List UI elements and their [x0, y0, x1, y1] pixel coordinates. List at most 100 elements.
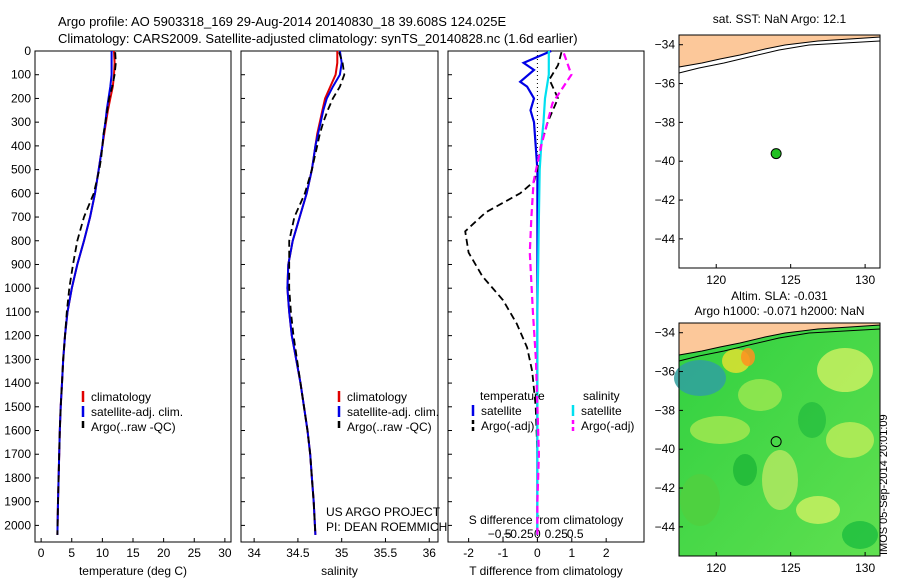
sla-map-lon-tick-label: 120: [706, 561, 726, 575]
figure-title-line2: Climatology: CARS2009. Satellite-adjuste…: [58, 31, 578, 46]
sla-anomaly-patch: [798, 402, 826, 438]
depth-tick-label: 0: [24, 44, 31, 58]
temperature-tick-label: 20: [157, 546, 171, 560]
sal-diff-tick-label: 0.25: [545, 527, 569, 541]
depth-tick-label: 2000: [4, 518, 31, 532]
temp-diff-axis-label: T difference from climatology: [469, 564, 623, 578]
salinity-series-satellite: [286, 50, 343, 535]
salinity-tick-label: 35.5: [374, 546, 398, 560]
depth-tick-label: 100: [11, 68, 31, 82]
sst-map-title: sat. SST: NaN Argo: 12.1: [713, 12, 847, 26]
temp-diff-tick-label: -1: [498, 546, 509, 560]
salinity-axes-frame: [240, 50, 439, 543]
difference-axes-frame: [447, 50, 645, 543]
sal-diff-tick-label: −0.5: [488, 527, 512, 541]
salinity-legend-1: satellite-adj. clim.: [347, 405, 439, 419]
sal-diff-tick-label: 0.5: [567, 527, 584, 541]
depth-tick-label: 1500: [4, 400, 31, 414]
temperature-tick-label: 10: [96, 546, 110, 560]
depth-tick-label: 1000: [4, 281, 31, 295]
depth-tick-label: 900: [11, 257, 31, 271]
depth-tick-label: 200: [11, 91, 31, 105]
depth-tick-label: 1800: [4, 471, 31, 485]
depth-tick-label: 1900: [4, 495, 31, 509]
temp-diff-tick-label: 2: [603, 546, 610, 560]
temperature-legend-0: climatology: [91, 390, 151, 404]
sla-anomaly-patch: [741, 348, 755, 366]
depth-tick-label: 500: [11, 163, 31, 177]
sla-anomaly-patch: [826, 422, 874, 458]
sla-map-subtitle: Argo h1000: -0.071 h2000: NaN: [694, 304, 864, 318]
sla-map-lon-tick-label: 130: [855, 561, 875, 575]
argo-float-marker: [770, 436, 782, 448]
salinity-series-argo: [288, 51, 346, 535]
depth-tick-label: 300: [11, 115, 31, 129]
sla-anomaly-patch: [738, 379, 782, 411]
difference-series-sal-argo: [528, 53, 573, 535]
depth-tick-label: 1700: [4, 447, 31, 461]
depth-tick-label: 1600: [4, 424, 31, 438]
temperature-tick-label: 15: [126, 546, 140, 560]
sla-map-panel: 120 125 130 −34 −36 −38 −40 −42 −44 Altim. SLA: -…: [655, 289, 881, 575]
argo-float-marker: [770, 148, 782, 160]
salinity-tick-label: 34: [247, 546, 261, 560]
sst-map-lat-tick-label: −42: [655, 193, 676, 207]
depth-tick-label: 600: [11, 186, 31, 200]
sla-anomaly-patch: [796, 496, 840, 524]
sla-anomaly-patch: [842, 521, 878, 549]
salinity-tick-label: 36: [423, 546, 437, 560]
temperature-panel: 0100200300400500600700800900100011001200…: [4, 44, 232, 578]
sst-map-lat-tick-label: −34: [655, 38, 676, 52]
sla-anomaly-patch: [674, 360, 726, 396]
sst-map-panel: 120 125 130 −34 −36 −38 −40 −42 −44 sat. SST: NaN…: [655, 12, 881, 287]
sst-map-lat-tick-label: −44: [655, 232, 676, 246]
salinity-axis-label: salinity: [321, 564, 358, 578]
sal-diff-axis-label: S difference from climatology: [469, 513, 624, 527]
difference-legend-1: Argo(-adj): [481, 419, 534, 433]
salinity-tick-label: 34.5: [286, 546, 310, 560]
figure-title-line1: Argo profile: AO 5903318_169 29-Aug-2014…: [58, 14, 507, 29]
sla-anomaly-patch: [690, 416, 750, 444]
sla-map-lon-tick-label: 125: [781, 561, 801, 575]
temperature-tick-label: 5: [68, 546, 75, 560]
sla-anomaly-patch: [680, 474, 720, 526]
sst-map-shelf-contour: [678, 40, 881, 74]
depth-tick-label: 1400: [4, 376, 31, 390]
difference-legend-2: satellite: [581, 404, 622, 418]
sla-anomaly-patch: [817, 348, 873, 392]
sst-map-frame: [678, 34, 881, 269]
temperature-axes-frame: [34, 50, 232, 543]
sst-map-lon-tick-label: 120: [706, 273, 726, 287]
sal-diff-tick-label: −0.25: [503, 527, 534, 541]
sla-map-lat-tick-label: −44: [655, 520, 676, 534]
temperature-legend-2: Argo(..raw -QC): [91, 420, 176, 434]
temperature-series-argo: [56, 52, 117, 535]
depth-tick-label: 800: [11, 234, 31, 248]
legend-header-temperature: temperature: [480, 389, 545, 403]
depth-tick-label: 1200: [4, 329, 31, 343]
principal-investigator: PI: DEAN ROEMMICH: [326, 520, 447, 534]
temp-diff-tick-label: 1: [568, 546, 575, 560]
depth-tick-label: 700: [11, 210, 31, 224]
sla-map-title: Altim. SLA: -0.031: [731, 289, 828, 303]
sst-map-lat-tick-label: −36: [655, 77, 676, 91]
salinity-tick-label: 35: [335, 546, 349, 560]
temperature-axis-label: temperature (deg C): [79, 564, 187, 578]
temperature-tick-label: 25: [188, 546, 202, 560]
difference-legend-3: Argo(-adj): [581, 419, 634, 433]
temperature-legend-1: satellite-adj. clim.: [91, 405, 183, 419]
salinity-legend-2: Argo(..raw -QC): [347, 420, 432, 434]
salinity-series-climatology: [286, 51, 339, 535]
sla-map-lat-tick-label: −40: [655, 442, 676, 456]
sst-map-lat-tick-label: −38: [655, 115, 676, 129]
temperature-series-satellite: [56, 51, 113, 535]
temp-diff-tick-label: -2: [463, 546, 474, 560]
temperature-tick-label: 30: [218, 546, 232, 560]
sst-map-lon-tick-label: 125: [781, 273, 801, 287]
sla-map-lat-tick-label: −38: [655, 403, 676, 417]
difference-series-temp-argo: [464, 51, 563, 535]
sla-map-lat-tick-label: −36: [655, 365, 676, 379]
temp-diff-tick-label: 0: [534, 546, 541, 560]
sla-map-frame: [678, 322, 881, 557]
